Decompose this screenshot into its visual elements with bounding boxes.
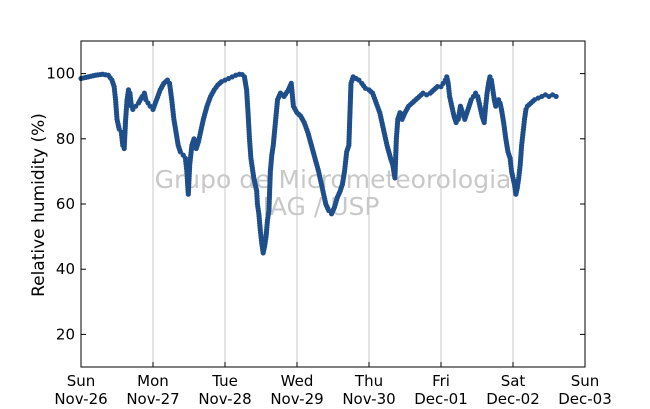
y-tick-label: 20 xyxy=(56,325,75,343)
x-tick-label-date: Nov-27 xyxy=(126,390,179,408)
y-tick-label: 80 xyxy=(56,130,75,148)
x-tick-label-day: Sat xyxy=(501,372,526,390)
y-tick-label: 100 xyxy=(46,65,75,83)
x-tick-label-day: Fri xyxy=(432,372,450,390)
x-tick-label-day: Wed xyxy=(281,372,314,390)
y-axis: 20 40 60 80 100 xyxy=(46,65,585,343)
x-tick-label-date: Dec-02 xyxy=(486,390,540,408)
grid-lines xyxy=(152,41,514,367)
watermark-line-2: IAG / USP xyxy=(263,192,380,221)
x-tick-label-date: Dec-03 xyxy=(558,390,612,408)
x-tick-label-day: Thu xyxy=(354,372,383,390)
x-tick-label-date: Dec-01 xyxy=(414,390,468,408)
data-points xyxy=(78,71,559,256)
watermark-line-1: Grupo de Micrometeorologia xyxy=(155,165,512,194)
y-axis-title: Relative humidity (%) xyxy=(29,113,49,297)
data-point xyxy=(434,84,440,90)
x-tick-label-day: Sun xyxy=(67,372,96,390)
x-tick-label-day: Mon xyxy=(137,372,169,390)
y-tick-label: 40 xyxy=(56,260,75,278)
watermark: Grupo de Micrometeorologia IAG / USP xyxy=(155,165,512,221)
x-tick-label-day: Tue xyxy=(211,372,238,390)
x-tick-label-date: Nov-30 xyxy=(342,390,395,408)
x-tick-label-date: Nov-29 xyxy=(270,390,323,408)
x-tick-label-day: Sun xyxy=(571,372,600,390)
x-tick-label-date: Nov-26 xyxy=(54,390,107,408)
data-point xyxy=(553,93,559,100)
x-tick-label-date: Nov-28 xyxy=(198,390,251,408)
x-axis: SunNov-26MonNov-27TueNov-28WedNov-29ThuN… xyxy=(54,41,612,408)
y-tick-label: 60 xyxy=(56,195,75,213)
